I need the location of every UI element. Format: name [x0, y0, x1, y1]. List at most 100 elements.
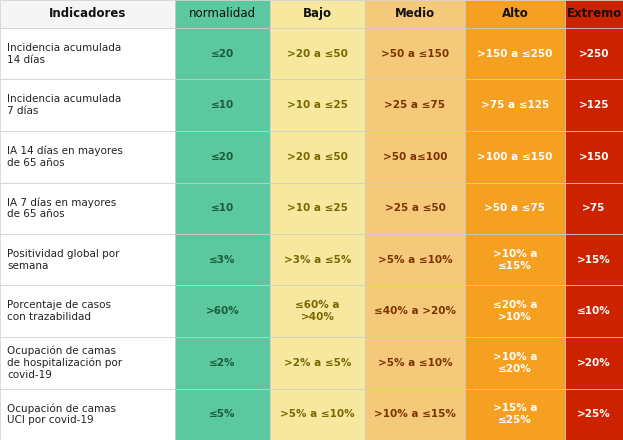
FancyBboxPatch shape	[175, 234, 270, 286]
FancyBboxPatch shape	[365, 286, 465, 337]
Text: >60%: >60%	[206, 306, 239, 316]
FancyBboxPatch shape	[365, 0, 465, 28]
Text: >10% a
≤20%: >10% a ≤20%	[493, 352, 537, 374]
FancyBboxPatch shape	[270, 131, 365, 183]
FancyBboxPatch shape	[365, 234, 465, 286]
FancyBboxPatch shape	[175, 28, 270, 80]
Text: >25 a ≤50: >25 a ≤50	[384, 203, 445, 213]
Text: normalidad: normalidad	[189, 7, 256, 21]
Text: >20%: >20%	[577, 358, 611, 368]
FancyBboxPatch shape	[465, 131, 565, 183]
Text: >100 a ≤150: >100 a ≤150	[477, 152, 553, 162]
FancyBboxPatch shape	[465, 28, 565, 80]
FancyBboxPatch shape	[565, 337, 623, 389]
FancyBboxPatch shape	[0, 131, 175, 183]
Text: Ocupación de camas
UCI por covid-19: Ocupación de camas UCI por covid-19	[7, 403, 117, 425]
FancyBboxPatch shape	[365, 28, 465, 80]
Text: Positividad global por
semana: Positividad global por semana	[7, 249, 120, 271]
FancyBboxPatch shape	[565, 183, 623, 234]
FancyBboxPatch shape	[175, 183, 270, 234]
FancyBboxPatch shape	[0, 286, 175, 337]
FancyBboxPatch shape	[175, 131, 270, 183]
FancyBboxPatch shape	[565, 80, 623, 131]
FancyBboxPatch shape	[465, 286, 565, 337]
Text: IA 7 días en mayores
de 65 años: IA 7 días en mayores de 65 años	[7, 197, 117, 219]
FancyBboxPatch shape	[565, 0, 623, 28]
Text: >5% a ≤10%: >5% a ≤10%	[378, 358, 452, 368]
FancyBboxPatch shape	[270, 234, 365, 286]
Text: ≤2%: ≤2%	[209, 358, 235, 368]
FancyBboxPatch shape	[565, 28, 623, 80]
Text: >5% a ≤10%: >5% a ≤10%	[280, 409, 355, 419]
FancyBboxPatch shape	[0, 28, 175, 80]
FancyBboxPatch shape	[0, 337, 175, 389]
FancyBboxPatch shape	[365, 389, 465, 440]
FancyBboxPatch shape	[365, 183, 465, 234]
FancyBboxPatch shape	[465, 389, 565, 440]
FancyBboxPatch shape	[175, 286, 270, 337]
Text: Indicadores: Indicadores	[49, 7, 126, 21]
FancyBboxPatch shape	[365, 131, 465, 183]
Text: >150: >150	[579, 152, 609, 162]
Text: ≤60% a
>40%: ≤60% a >40%	[295, 301, 340, 322]
Text: ≤20: ≤20	[211, 152, 234, 162]
FancyBboxPatch shape	[565, 131, 623, 183]
Text: >10 a ≤25: >10 a ≤25	[287, 203, 348, 213]
Text: ≤20% a
>10%: ≤20% a >10%	[493, 301, 537, 322]
FancyBboxPatch shape	[175, 0, 270, 28]
Text: >15% a
≤25%: >15% a ≤25%	[493, 403, 537, 425]
FancyBboxPatch shape	[0, 183, 175, 234]
Text: >75 a ≤125: >75 a ≤125	[481, 100, 549, 110]
Text: >10% a ≤15%: >10% a ≤15%	[374, 409, 456, 419]
FancyBboxPatch shape	[465, 183, 565, 234]
FancyBboxPatch shape	[465, 0, 565, 28]
Text: Alto: Alto	[502, 7, 528, 21]
Text: ≤40% a >20%: ≤40% a >20%	[374, 306, 456, 316]
Text: IA 14 días en mayores
de 65 años: IA 14 días en mayores de 65 años	[7, 146, 123, 168]
FancyBboxPatch shape	[0, 0, 175, 28]
Text: Incidencia acumulada
7 días: Incidencia acumulada 7 días	[7, 95, 121, 116]
Text: ≤10%: ≤10%	[577, 306, 611, 316]
Text: >20 a ≤50: >20 a ≤50	[287, 152, 348, 162]
Text: ≤5%: ≤5%	[209, 409, 235, 419]
Text: Porcentaje de casos
con trazabilidad: Porcentaje de casos con trazabilidad	[7, 301, 112, 322]
FancyBboxPatch shape	[175, 389, 270, 440]
Text: >125: >125	[579, 100, 609, 110]
Text: >50 a ≤75: >50 a ≤75	[485, 203, 546, 213]
Text: >150 a ≤250: >150 a ≤250	[477, 49, 553, 59]
FancyBboxPatch shape	[270, 337, 365, 389]
Text: >50 a ≤150: >50 a ≤150	[381, 49, 449, 59]
Text: >20 a ≤50: >20 a ≤50	[287, 49, 348, 59]
Text: >2% a ≤5%: >2% a ≤5%	[284, 358, 351, 368]
FancyBboxPatch shape	[175, 80, 270, 131]
FancyBboxPatch shape	[270, 28, 365, 80]
Text: ≤10: ≤10	[211, 203, 234, 213]
Text: ≤10: ≤10	[211, 100, 234, 110]
FancyBboxPatch shape	[565, 389, 623, 440]
Text: ≤3%: ≤3%	[209, 255, 235, 265]
Text: >10 a ≤25: >10 a ≤25	[287, 100, 348, 110]
FancyBboxPatch shape	[0, 80, 175, 131]
Text: ≤20: ≤20	[211, 49, 234, 59]
FancyBboxPatch shape	[0, 389, 175, 440]
Text: >3% a ≤5%: >3% a ≤5%	[284, 255, 351, 265]
FancyBboxPatch shape	[270, 389, 365, 440]
FancyBboxPatch shape	[565, 234, 623, 286]
FancyBboxPatch shape	[565, 286, 623, 337]
FancyBboxPatch shape	[365, 337, 465, 389]
Text: Incidencia acumulada
14 días: Incidencia acumulada 14 días	[7, 43, 121, 65]
FancyBboxPatch shape	[270, 286, 365, 337]
Text: Bajo: Bajo	[303, 7, 332, 21]
Text: Extremo: Extremo	[566, 7, 622, 21]
Text: >15%: >15%	[577, 255, 611, 265]
FancyBboxPatch shape	[365, 80, 465, 131]
Text: >75: >75	[583, 203, 606, 213]
Text: Medio: Medio	[395, 7, 435, 21]
Text: >10% a
≤15%: >10% a ≤15%	[493, 249, 537, 271]
Text: >50 a≤100: >50 a≤100	[383, 152, 447, 162]
FancyBboxPatch shape	[465, 337, 565, 389]
FancyBboxPatch shape	[465, 80, 565, 131]
FancyBboxPatch shape	[465, 234, 565, 286]
FancyBboxPatch shape	[270, 80, 365, 131]
Text: >25 a ≤75: >25 a ≤75	[384, 100, 445, 110]
